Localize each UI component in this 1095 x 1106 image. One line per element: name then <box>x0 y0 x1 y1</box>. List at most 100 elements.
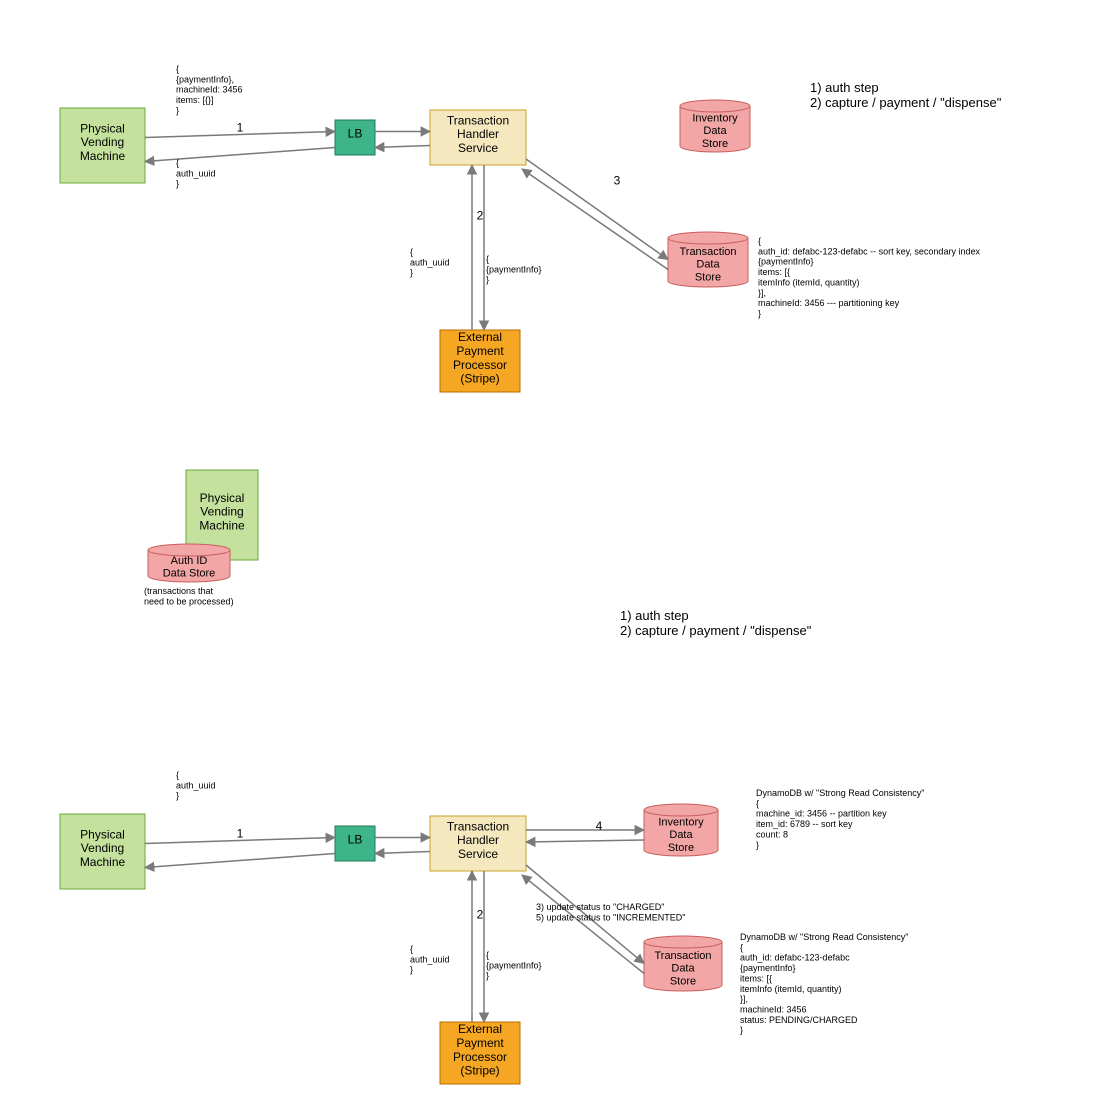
svg-text:auth_id: defabc-123-defabc -: auth_id: defabc-123-defabc -- sort key, … <box>758 246 980 256</box>
svg-text:Machine: Machine <box>199 518 245 532</box>
txn-json-top: { auth_id: defabc-123-defabc -- sort key… <box>758 236 980 318</box>
svg-text:Vending: Vending <box>81 135 124 149</box>
svg-text:Data: Data <box>669 829 693 841</box>
svg-text:Store: Store <box>695 271 721 283</box>
auth-uuid-left: { auth_uuid} <box>176 158 216 189</box>
load-balancer-node: LB <box>335 826 375 861</box>
auth-store-caption: (transactions thatneed to be processed) <box>144 586 234 606</box>
svg-text:Transaction: Transaction <box>679 246 736 258</box>
svg-text:{: { <box>176 158 179 168</box>
svg-text:Vending: Vending <box>200 505 243 519</box>
payload-bottom: { auth_uuid} <box>176 770 216 801</box>
svg-text:Auth ID: Auth ID <box>171 555 208 567</box>
svg-text:LB: LB <box>348 833 363 847</box>
svg-text:Processor: Processor <box>453 1050 507 1064</box>
transaction-handler-node: TransactionHandlerService <box>430 816 526 871</box>
svg-text:1) auth step: 1) auth step <box>810 80 879 95</box>
inv-json-bot: DynamoDB w/ "Strong Read Consistency"{ m… <box>756 788 924 850</box>
payment-mid-top: { {paymentInfo}} <box>486 254 542 285</box>
svg-text:auth_uuid: auth_uuid <box>176 780 216 790</box>
svg-text:Transaction: Transaction <box>447 819 509 833</box>
svg-text:Handler: Handler <box>457 127 499 141</box>
svg-text:items: [{: items: [{ <box>758 267 790 277</box>
svg-text:External: External <box>458 1022 502 1036</box>
svg-text:{: { <box>410 247 413 257</box>
svg-text:2: 2 <box>477 209 484 223</box>
svg-text:{paymentInfo}: {paymentInfo} <box>486 264 542 274</box>
svg-text:(transactions that: (transactions that <box>144 586 214 596</box>
svg-text:itemInfo (itemId, quantity): itemInfo (itemId, quantity) <box>758 277 860 287</box>
svg-text:3: 3 <box>614 174 621 188</box>
svg-text:machine_id: 3456 -- partition: machine_id: 3456 -- partition key <box>756 809 887 819</box>
svg-text:Physical: Physical <box>80 827 125 841</box>
svg-text:2: 2 <box>477 908 484 922</box>
inventory-store-node: InventoryDataStore <box>644 804 718 856</box>
svg-text:items: [{: items: [{ <box>740 973 772 983</box>
steps-notes-top: 1) auth step2) capture / payment / "disp… <box>810 80 1002 110</box>
svg-text:{paymentInfo}: {paymentInfo} <box>486 960 542 970</box>
svg-text:}: } <box>756 840 759 850</box>
svg-text:}: } <box>740 1025 743 1035</box>
svg-text:Physical: Physical <box>200 491 245 505</box>
svg-text:{paymentInfo}: {paymentInfo} <box>740 963 796 973</box>
auth-uuid-mid-top: { auth_uuid} <box>410 247 450 278</box>
svg-text:}: } <box>410 268 413 278</box>
svg-text:Physical: Physical <box>80 121 125 135</box>
status-update-text: 3) update status to "CHARGED"5) update s… <box>536 902 685 922</box>
svg-text:1: 1 <box>237 827 244 841</box>
payload-top: { {paymentInfo}, machineId: 3456 items: … <box>176 64 243 115</box>
svg-text:machineId: 3456: machineId: 3456 <box>740 1004 807 1014</box>
svg-text:Inventory: Inventory <box>658 817 704 829</box>
txn-json-bot: DynamoDB w/ "Strong Read Consistency"{ a… <box>740 932 908 1035</box>
svg-text:{: { <box>740 942 743 952</box>
svg-text:DynamoDB w/ "Strong Read Consi: DynamoDB w/ "Strong Read Consistency" <box>756 788 924 798</box>
svg-text:auth_id: defabc-123-defabc: auth_id: defabc-123-defabc <box>740 953 850 963</box>
svg-text:count: 8: count: 8 <box>756 829 788 839</box>
svg-text:}: } <box>486 275 489 285</box>
edge-label-2: 2 <box>477 908 484 922</box>
svg-text:auth_uuid: auth_uuid <box>410 257 450 267</box>
svg-text:3) update status to "CHARGED": 3) update status to "CHARGED" <box>536 902 664 912</box>
svg-text:}: } <box>486 971 489 981</box>
svg-text:5) update status to "INCREMENT: 5) update status to "INCREMENTED" <box>536 912 685 922</box>
svg-text:(Stripe): (Stripe) <box>460 1064 499 1078</box>
svg-text:{paymentInfo}: {paymentInfo} <box>758 257 814 267</box>
svg-text:Machine: Machine <box>80 149 126 163</box>
steps-notes-mid: 1) auth step2) capture / payment / "disp… <box>620 608 812 638</box>
svg-text:machineId: 3456: machineId: 3456 <box>176 85 243 95</box>
svg-text:Transaction: Transaction <box>447 113 509 127</box>
svg-text:{: { <box>756 798 759 808</box>
svg-text:2) capture / payment / "dispen: 2) capture / payment / "dispense" <box>620 623 812 638</box>
svg-text:}: } <box>410 965 413 975</box>
svg-text:need to be processed): need to be processed) <box>144 596 234 606</box>
edge-label-3: 3 <box>614 174 621 188</box>
svg-text:Vending: Vending <box>81 841 124 855</box>
svg-text:Service: Service <box>458 141 498 155</box>
svg-text:2) capture / payment / "dispen: 2) capture / payment / "dispense" <box>810 95 1002 110</box>
svg-text:External: External <box>458 330 502 344</box>
transaction-store-node: TransactionDataStore <box>668 232 748 287</box>
svg-text:Payment: Payment <box>456 344 504 358</box>
svg-text:item_id: 6789 -- sort key: item_id: 6789 -- sort key <box>756 819 853 829</box>
svg-text:items: [{}]: items: [{}] <box>176 95 214 105</box>
transaction-handler-node: TransactionHandlerService <box>430 110 526 165</box>
svg-text:(Stripe): (Stripe) <box>460 372 499 386</box>
svg-text:Data: Data <box>703 125 727 137</box>
auth-uuid-mid-bot: { auth_uuid} <box>410 944 450 975</box>
svg-text:Machine: Machine <box>80 855 126 869</box>
svg-text:Processor: Processor <box>453 358 507 372</box>
svg-text:1: 1 <box>237 121 244 135</box>
auth-id-store: Auth IDData Store <box>148 544 230 582</box>
svg-text:machineId: 3456 --- partitioni: machineId: 3456 --- partitioning key <box>758 298 900 308</box>
svg-text:{: { <box>758 236 761 246</box>
edge-label-1: 1 <box>237 121 244 135</box>
svg-text:auth_uuid: auth_uuid <box>176 168 216 178</box>
svg-text:Payment: Payment <box>456 1036 504 1050</box>
svg-text:Store: Store <box>668 842 694 854</box>
edge-label-1: 1 <box>237 827 244 841</box>
load-balancer-node: LB <box>335 120 375 155</box>
svg-text:{: { <box>176 64 179 74</box>
svg-text:1) auth step: 1) auth step <box>620 608 689 623</box>
vending-machine-node: PhysicalVendingMachine <box>60 108 145 183</box>
inventory-store-node: InventoryDataStore <box>680 100 750 152</box>
